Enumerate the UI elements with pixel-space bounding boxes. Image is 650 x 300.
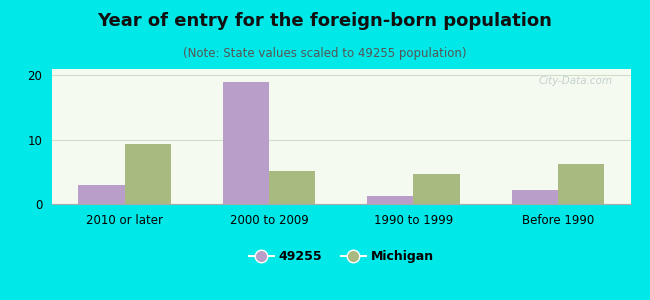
Bar xyxy=(367,196,413,204)
Legend: 49255, Michigan: 49255, Michigan xyxy=(244,245,439,268)
Text: Year of entry for the foreign-born population: Year of entry for the foreign-born popul… xyxy=(98,12,552,30)
Bar xyxy=(512,190,558,204)
Bar xyxy=(558,164,605,204)
Bar xyxy=(223,82,269,204)
Text: City-Data.com: City-Data.com xyxy=(539,76,613,86)
Bar xyxy=(413,174,460,204)
Bar xyxy=(125,144,171,204)
Text: (Note: State values scaled to 49255 population): (Note: State values scaled to 49255 popu… xyxy=(183,46,467,59)
Bar xyxy=(269,171,315,204)
Bar xyxy=(78,185,125,204)
